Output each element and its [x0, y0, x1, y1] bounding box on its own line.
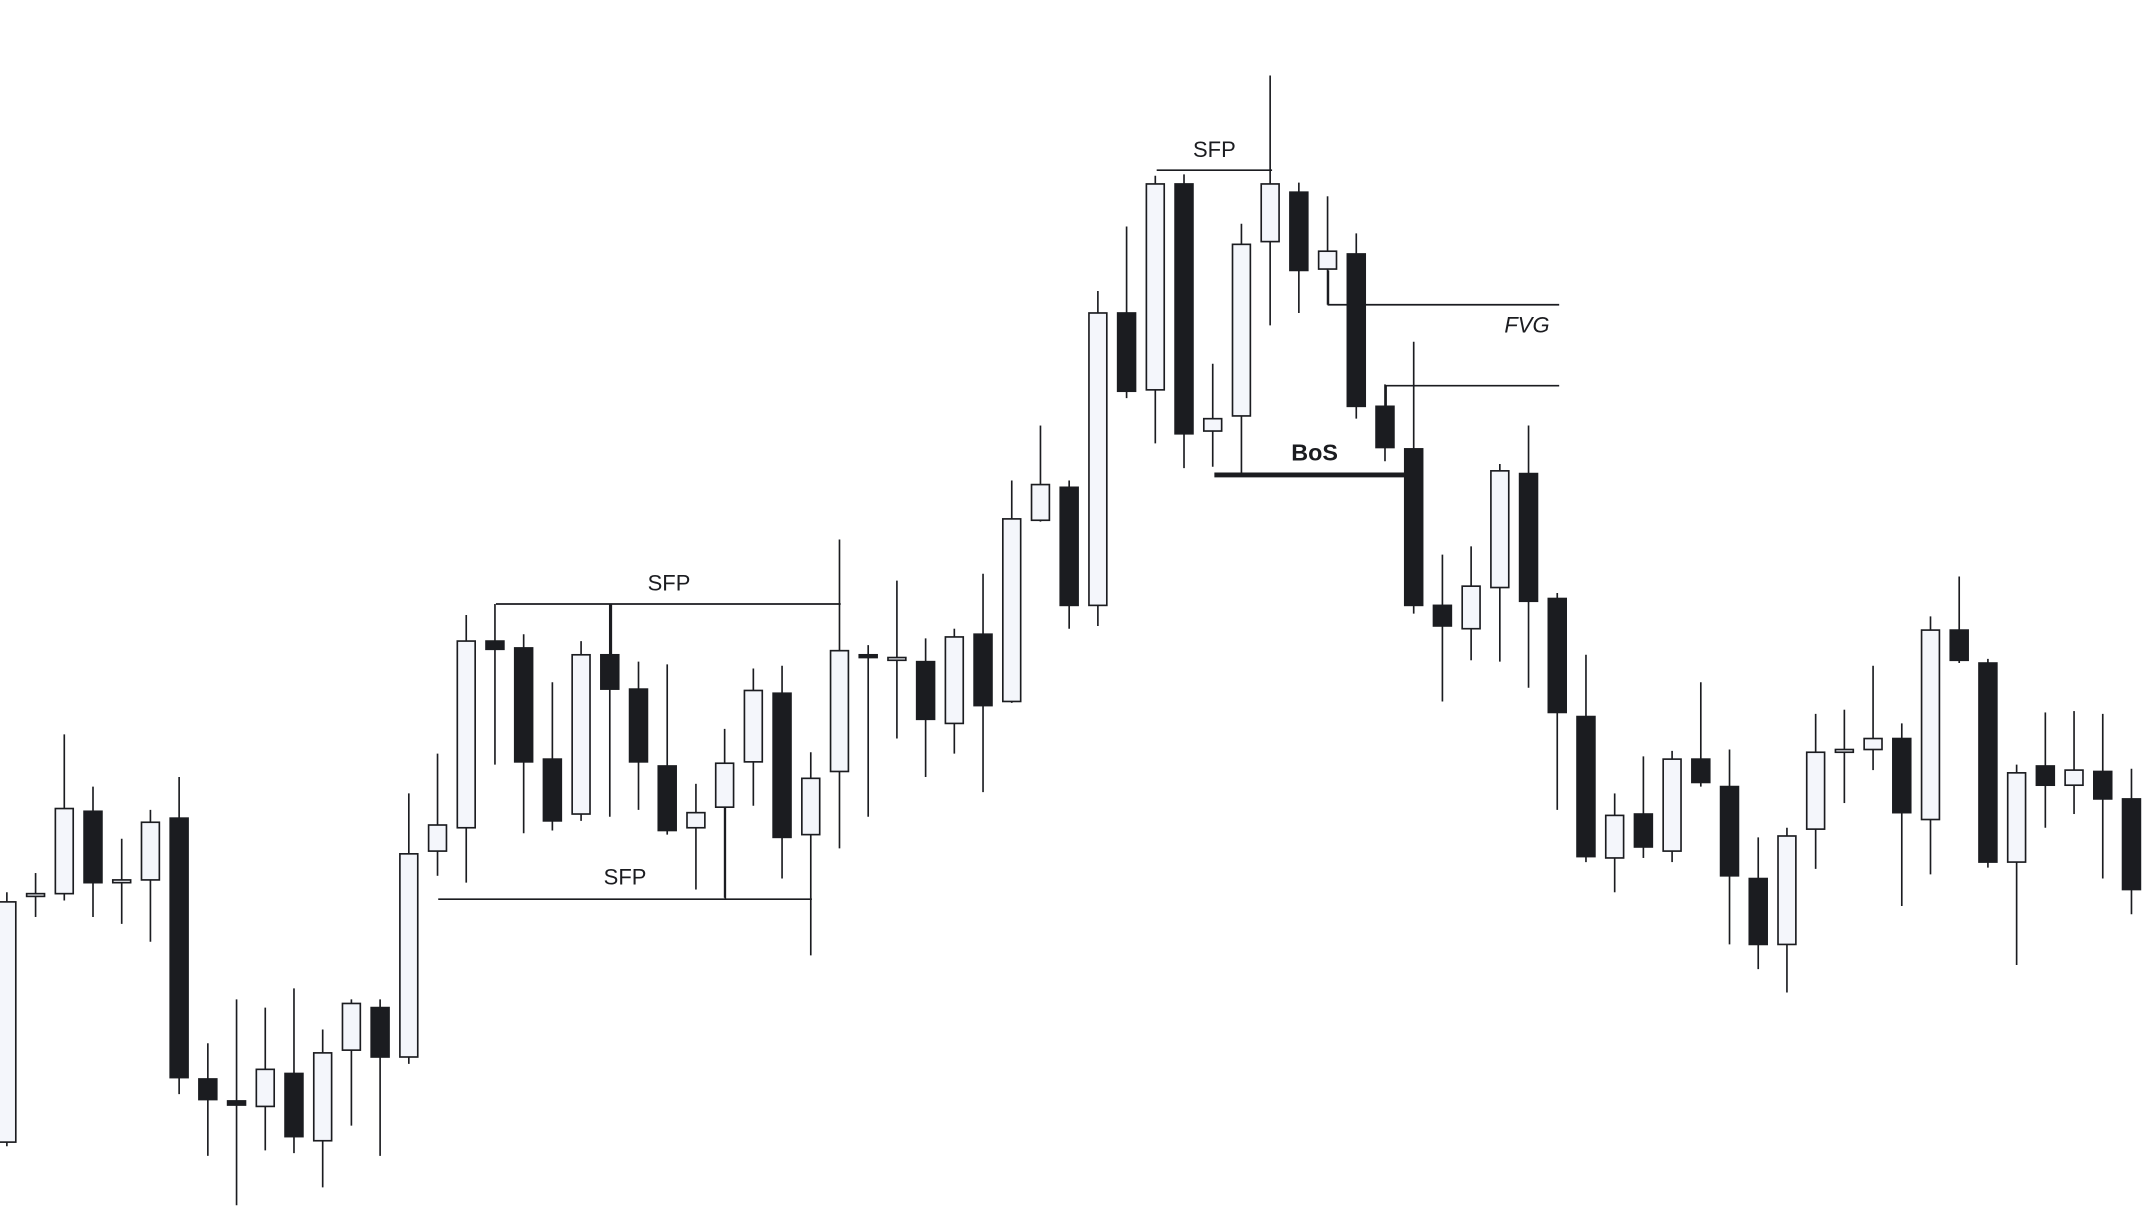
candle-body — [1403, 448, 1424, 607]
candle-body — [801, 777, 821, 836]
candle-body — [0, 901, 17, 1143]
candle-body — [1490, 470, 1510, 589]
candle-body — [1059, 486, 1079, 607]
candle-body — [743, 689, 764, 763]
candle-body — [1088, 312, 1108, 607]
candle-body — [255, 1068, 276, 1108]
candle-body — [542, 758, 563, 822]
candle-body — [1576, 715, 1596, 858]
candle-body — [513, 647, 534, 763]
candle-body — [111, 879, 132, 884]
annotation-lines — [438, 169, 1560, 900]
candle-body — [2006, 772, 2027, 863]
candle-body — [1346, 253, 1367, 408]
candle-body — [1892, 737, 1912, 814]
candle-body — [1662, 758, 1682, 852]
candle-body — [1863, 737, 1883, 751]
candle-body — [341, 1002, 362, 1051]
candle-body — [226, 1100, 247, 1106]
candle-body — [973, 633, 993, 707]
candle-body — [858, 653, 878, 659]
candle-body — [1375, 405, 1395, 449]
candle-body — [1547, 597, 1568, 714]
candle-body — [1518, 472, 1539, 603]
candle-body — [312, 1052, 333, 1142]
candle-body — [198, 1078, 218, 1101]
fvg-bottom — [1385, 384, 1560, 407]
candle-body — [944, 636, 965, 725]
candle-body — [657, 765, 677, 832]
candle-body — [1317, 250, 1338, 270]
sfp-label: SFP — [1193, 137, 1236, 162]
candle-body — [2064, 769, 2084, 787]
candle-body — [1001, 518, 1022, 703]
candle-body — [1202, 417, 1223, 432]
candle-body — [1145, 183, 1166, 391]
candle-body — [1633, 813, 1654, 848]
candle-body — [571, 653, 591, 815]
candle-body — [1174, 183, 1194, 435]
candle-body — [1719, 785, 1740, 877]
candle-body — [686, 811, 706, 829]
candle-body — [1748, 877, 1768, 946]
candle-body — [1030, 483, 1051, 522]
candle-body — [370, 1006, 390, 1058]
candle-body — [1691, 758, 1711, 784]
candle-body — [1432, 604, 1453, 627]
candle-body — [714, 762, 735, 808]
candle-body — [25, 892, 46, 898]
candle-body — [1978, 662, 1998, 863]
candle-body — [140, 821, 161, 881]
sfp-label: SFP — [604, 864, 647, 889]
candle-body — [456, 640, 476, 829]
candle-body — [628, 688, 649, 763]
candle-body — [1604, 814, 1625, 859]
candle-body — [829, 649, 850, 773]
candle-body — [1116, 312, 1137, 393]
candle-body — [600, 653, 620, 690]
candle-body — [284, 1072, 304, 1138]
bos-label: BoS — [1291, 440, 1338, 466]
candle-body — [2035, 765, 2056, 787]
candle-body — [2093, 770, 2113, 800]
candle-body — [1231, 243, 1252, 417]
candle-body — [1949, 629, 1969, 662]
candle-body — [2121, 798, 2142, 891]
candle-body — [169, 817, 189, 1079]
candle-body — [1805, 751, 1826, 830]
candle-body — [887, 656, 907, 662]
candle-body — [1260, 183, 1280, 243]
candle-body — [915, 660, 936, 721]
candle-body — [772, 692, 792, 839]
fvg-label: FVG — [1504, 313, 1549, 338]
candle-body — [83, 810, 103, 884]
candle-body — [427, 824, 448, 852]
sfp-label: SFP — [648, 571, 691, 596]
candle-body — [1777, 835, 1797, 946]
candle-body — [1920, 629, 1941, 821]
candle-body — [485, 640, 505, 651]
candle-body — [399, 853, 419, 1058]
candle-body — [1834, 748, 1855, 754]
candle-body — [1461, 585, 1481, 630]
candle-body — [1289, 191, 1309, 272]
candle-body — [54, 807, 75, 895]
